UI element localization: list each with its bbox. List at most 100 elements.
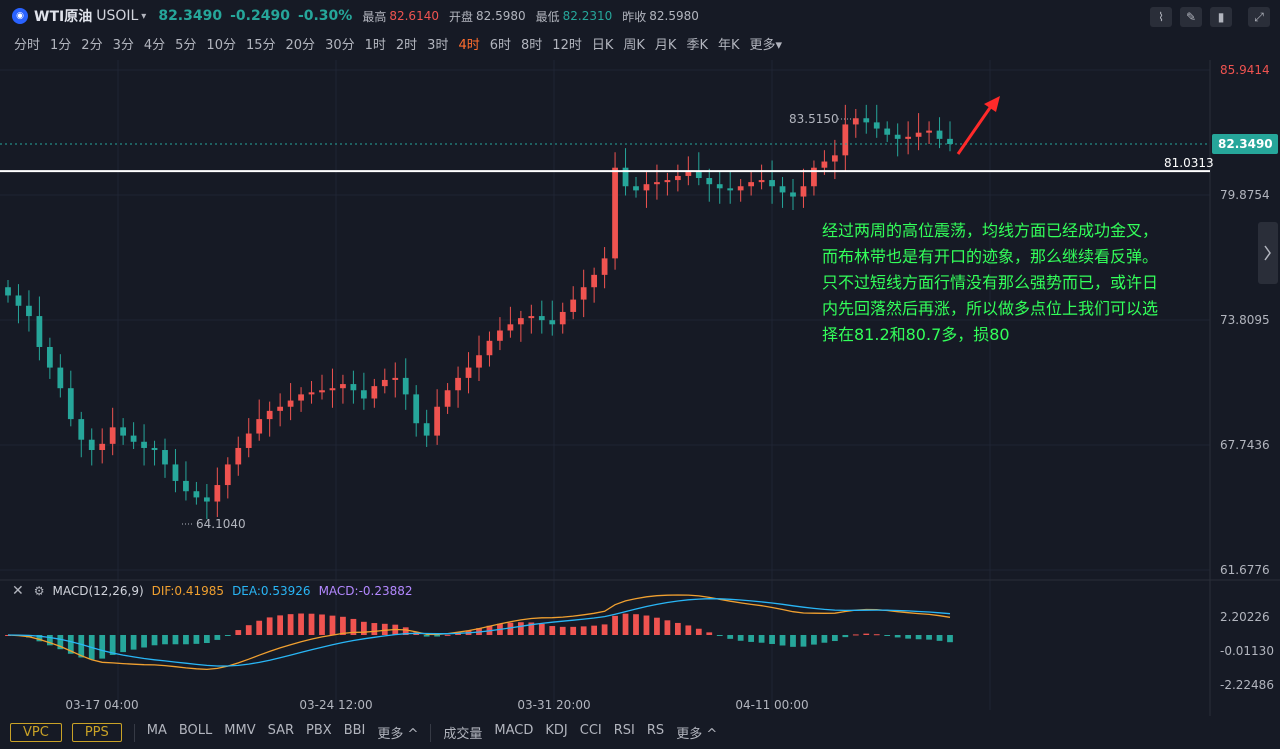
sub-indicator-4[interactable]: RSI	[613, 723, 635, 738]
candle-body	[319, 390, 325, 393]
candle-body	[298, 394, 304, 401]
candle-body	[15, 295, 22, 306]
candle-body	[444, 390, 451, 407]
quote-header: ◉ WTI原油 USOIL ▾ 82.3490 -0.2490 -0.30% 最…	[0, 0, 1280, 32]
candle-body	[831, 155, 838, 162]
sub-indicator-1[interactable]: MACD	[494, 723, 534, 738]
candle-body	[769, 180, 775, 187]
candle-body	[172, 464, 179, 481]
candle-body	[727, 188, 734, 191]
candle-body	[67, 388, 74, 420]
macd-bar	[381, 623, 388, 635]
period-15[interactable]: 8时	[521, 37, 543, 53]
pps-button[interactable]: PPS	[71, 723, 122, 742]
candle-body	[193, 491, 200, 498]
period-selector: 分时 1分 2分 3分 4分 5分 10分 15分 20分 30分 1时 2时 3时 4时 6时 8时 12时日…	[14, 32, 792, 54]
period-3[interactable]: 3分	[112, 37, 134, 53]
vpc-button[interactable]: VPC	[10, 723, 62, 742]
candle-body	[779, 186, 786, 193]
chart-toolbar: ⌇ ✎ ▮ ⤢	[1150, 7, 1270, 27]
candle-body	[287, 400, 294, 407]
period-10[interactable]: 1时	[364, 37, 386, 53]
settings-icon[interactable]: ⚙	[33, 584, 45, 598]
macd-bar	[120, 635, 127, 653]
candle-body	[685, 171, 692, 176]
sub-indicator-2[interactable]: KDJ	[545, 723, 568, 738]
candle-body	[109, 427, 116, 444]
macd-bar	[517, 622, 524, 635]
candle-body	[580, 287, 587, 300]
candle-body	[151, 447, 158, 451]
macd-bar	[36, 635, 43, 642]
period-5[interactable]: 5分	[175, 37, 197, 53]
macd-bar	[67, 635, 74, 654]
candle-body	[947, 138, 953, 145]
period-18[interactable]: 周K	[623, 37, 645, 53]
symbol-dropdown-icon[interactable]: ▾	[141, 10, 147, 22]
macd-bar	[601, 624, 608, 635]
sub-indicator-3[interactable]: CCI	[579, 723, 602, 738]
period-4[interactable]: 4分	[143, 37, 166, 53]
price-axis-label-4: 61.6776	[1220, 563, 1270, 577]
current-price-tag: 82.3490	[1218, 137, 1273, 151]
period-14[interactable]: 6时	[489, 37, 512, 53]
close-icon[interactable]: ✕	[12, 583, 24, 599]
macd-bar	[926, 635, 932, 640]
time-axis-label-2: 03-31 20:00	[517, 698, 590, 712]
candle-body	[162, 450, 168, 465]
macd-dif: DIF:0.41985	[151, 584, 225, 598]
candle-body	[559, 311, 566, 325]
fullscreen-icon[interactable]: ⤢	[1248, 7, 1270, 27]
period-20[interactable]: 季K	[686, 37, 708, 53]
indicator-icon[interactable]: ⌇	[1150, 7, 1172, 27]
main-indicator-6[interactable]: 更多 ^	[377, 727, 419, 742]
main-indicator-2[interactable]: MMV	[224, 723, 256, 738]
sub-indicator-6[interactable]: 更多 ^	[676, 727, 718, 742]
candle-type-icon[interactable]: ▮	[1210, 7, 1232, 27]
main-indicator-1[interactable]: BOLL	[178, 723, 213, 738]
sub-indicator-5[interactable]: RS	[646, 723, 665, 738]
period-1[interactable]: 1分	[50, 37, 72, 53]
candle-body	[528, 316, 535, 319]
period-19[interactable]: 月K	[654, 37, 677, 53]
macd-bar	[193, 635, 200, 644]
draw-icon[interactable]: ✎	[1180, 7, 1202, 27]
period-8[interactable]: 20分	[285, 37, 316, 53]
period-2[interactable]: 2分	[81, 37, 103, 53]
macd-bar	[78, 635, 85, 658]
period-9[interactable]: 30分	[325, 37, 355, 53]
macd-bar	[434, 635, 441, 637]
symbol-code[interactable]: USOIL	[96, 8, 139, 24]
main-indicator-3[interactable]: SAR	[267, 723, 295, 738]
period-21[interactable]: 年K	[717, 37, 740, 53]
symbol-name[interactable]: WTI原油	[34, 9, 93, 25]
period-13[interactable]: 4时	[458, 37, 480, 53]
candle-body	[601, 258, 608, 275]
macd-bar	[570, 626, 577, 635]
sub-indicator-0[interactable]: 成交量	[443, 727, 483, 742]
period-17[interactable]: 日K	[591, 37, 614, 53]
macd-bar	[214, 635, 221, 640]
candle-body	[517, 318, 524, 325]
candle-body	[674, 175, 681, 181]
period-7[interactable]: 15分	[245, 37, 276, 53]
period-22[interactable]: 更多▾	[749, 37, 783, 53]
main-indicator-5[interactable]: BBI	[343, 723, 366, 738]
period-16[interactable]: 12时	[552, 37, 582, 53]
macd-bar	[811, 635, 817, 645]
candle-body	[737, 186, 744, 191]
main-indicator-4[interactable]: PBX	[306, 723, 332, 738]
period-11[interactable]: 2时	[395, 37, 418, 53]
macd-bar	[172, 635, 179, 645]
macd-name: MACD(12,26,9)	[52, 584, 144, 598]
kline-chart[interactable]: 85.9414 79.8754 73.8095 67.7436 61.6776 82.34…	[0, 60, 1280, 716]
candle-body	[538, 316, 545, 321]
candle-body	[758, 180, 765, 183]
period-12[interactable]: 3时	[427, 37, 449, 53]
period-0[interactable]: 分时	[14, 37, 41, 53]
macd-bar	[402, 627, 409, 635]
main-indicator-0[interactable]: MA	[146, 723, 167, 738]
period-6[interactable]: 10分	[206, 37, 236, 53]
macd-axis-label-1: -0.01130	[1220, 644, 1274, 658]
macd-legend: ✕ ⚙ MACD(12,26,9) DIF:0.41985 DEA:0.5392…	[0, 580, 413, 602]
